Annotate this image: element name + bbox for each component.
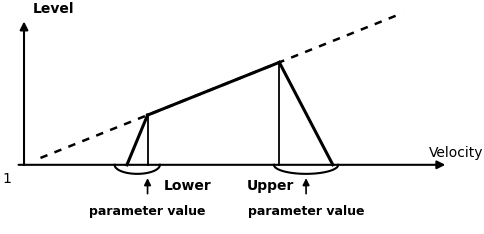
Text: parameter value: parameter value [247, 205, 363, 218]
Text: parameter value: parameter value [89, 205, 205, 218]
Text: Upper: Upper [246, 179, 293, 193]
Text: Level: Level [32, 2, 74, 16]
Text: 1: 1 [3, 172, 12, 186]
Text: Velocity: Velocity [428, 146, 483, 160]
Text: Lower: Lower [164, 179, 212, 193]
